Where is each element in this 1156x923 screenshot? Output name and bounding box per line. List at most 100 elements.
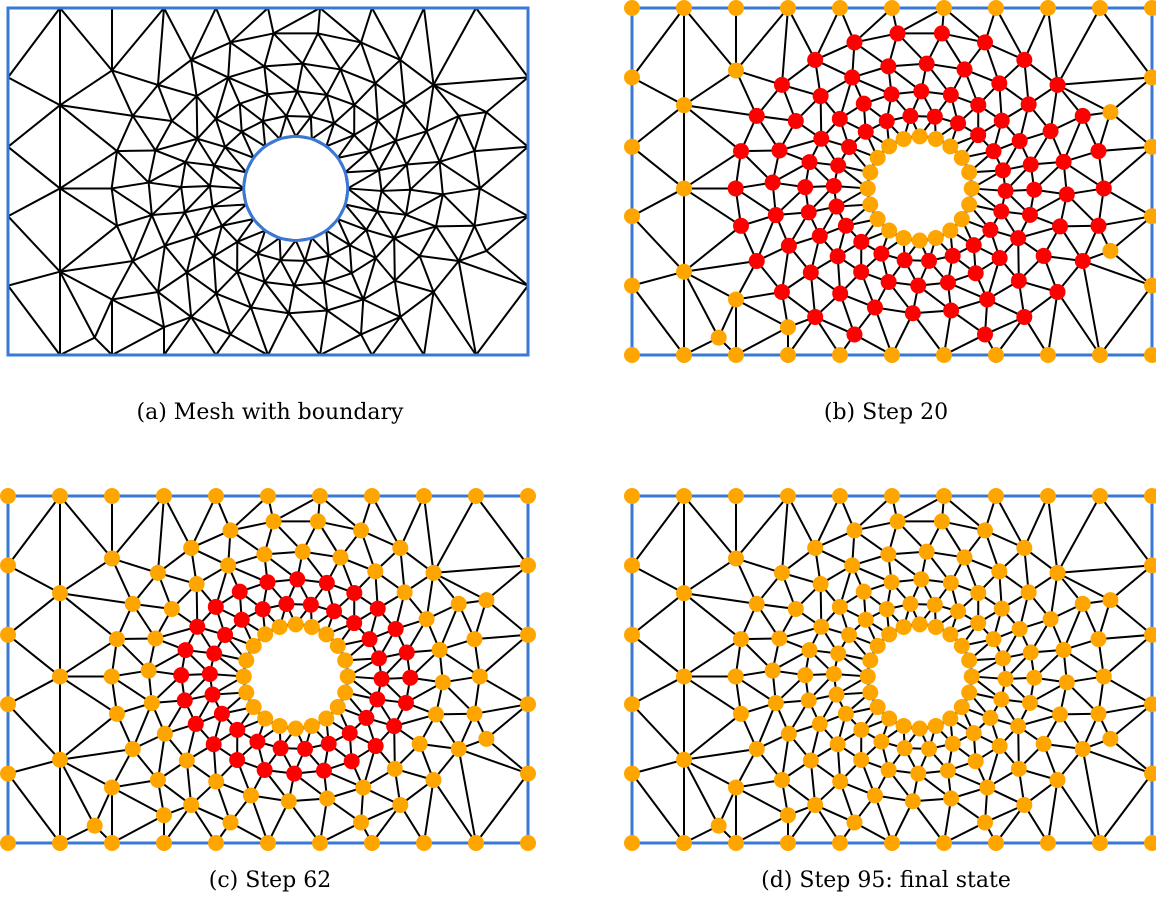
mesh-edge <box>418 225 437 257</box>
mesh-node <box>103 668 120 685</box>
mesh-node <box>812 576 829 593</box>
mesh-node <box>728 488 744 504</box>
mesh-edge <box>475 7 529 78</box>
mesh-node <box>832 773 849 790</box>
mesh-edge <box>197 137 226 148</box>
mesh-node <box>624 69 640 86</box>
mesh-edge <box>111 70 134 117</box>
mesh-edge <box>683 150 742 190</box>
mesh-edge <box>296 63 304 92</box>
mesh-edge <box>432 260 460 293</box>
mesh-node <box>418 611 435 628</box>
mesh-node <box>364 488 380 504</box>
mesh-edge <box>236 240 258 255</box>
mesh-node <box>944 735 961 752</box>
mesh-node <box>728 347 744 363</box>
mesh-node <box>86 817 103 834</box>
mesh-node <box>346 584 363 601</box>
mesh-edge <box>183 185 211 214</box>
mesh-node <box>1092 488 1108 504</box>
mesh-node <box>1144 488 1156 504</box>
mesh-node <box>710 329 727 346</box>
mesh-edge <box>365 210 379 231</box>
mesh-edge <box>236 271 252 308</box>
mesh-node <box>257 626 274 643</box>
mesh-node <box>853 721 870 738</box>
mesh-edge <box>340 68 376 85</box>
mesh-edge <box>190 7 217 61</box>
mesh-node <box>1144 69 1156 86</box>
mesh-edge <box>347 187 382 192</box>
mesh-node <box>235 668 252 685</box>
mesh-edge <box>403 103 428 132</box>
mesh-edge <box>485 564 529 601</box>
mesh-node <box>942 626 959 643</box>
mesh-node <box>1040 0 1056 16</box>
mesh-edge <box>280 259 306 262</box>
mesh-node <box>832 835 848 851</box>
mesh-edge <box>7 270 61 287</box>
mesh-node <box>1052 706 1069 723</box>
mesh-node <box>183 796 200 813</box>
mesh-edge <box>304 237 313 262</box>
mesh-node <box>884 347 900 363</box>
mesh-node <box>963 668 980 685</box>
mesh-node <box>895 717 912 734</box>
mesh-edge <box>683 592 742 640</box>
mesh-edge <box>154 120 173 151</box>
mesh-node <box>1011 620 1028 637</box>
mesh-node <box>624 765 640 782</box>
mesh-edge <box>735 814 789 844</box>
mesh-edge <box>1082 260 1153 287</box>
mesh-edge <box>362 298 401 318</box>
mesh-node <box>259 574 276 591</box>
mesh-node <box>993 600 1010 617</box>
mesh-node <box>1058 674 1075 691</box>
mesh-node <box>52 835 68 851</box>
mesh-edge <box>224 146 255 159</box>
mesh-node <box>773 76 790 93</box>
panel-b <box>624 0 1156 363</box>
mesh-edge <box>423 7 435 86</box>
mesh-edge <box>212 225 223 257</box>
mesh-edge <box>267 7 275 34</box>
mesh-edge <box>347 169 380 190</box>
mesh-edge <box>7 675 61 706</box>
mesh-node <box>0 488 16 504</box>
mesh-node <box>773 283 790 300</box>
mesh-edge <box>111 557 159 574</box>
mesh-edge <box>286 114 311 118</box>
mesh-edge <box>344 203 378 213</box>
mesh-node <box>880 761 897 778</box>
mesh-node <box>927 229 944 246</box>
mesh-edge <box>423 495 435 574</box>
mesh-node <box>1010 718 1027 735</box>
mesh-edge <box>59 592 118 640</box>
mesh-node <box>411 735 428 752</box>
mesh-edge <box>195 235 215 257</box>
mesh-node <box>866 787 883 804</box>
mesh-node <box>780 319 796 336</box>
caption-b: (b) Step 20 <box>823 400 949 425</box>
mesh-edge <box>157 291 192 318</box>
mesh-edge <box>631 215 685 273</box>
mesh-edge <box>409 161 441 191</box>
mesh-node <box>1074 107 1091 124</box>
mesh-node <box>773 771 790 788</box>
mesh-edge <box>209 184 244 190</box>
mesh-node <box>466 631 483 648</box>
mesh-edge <box>631 76 685 107</box>
mesh-edge <box>184 138 199 163</box>
mesh-edge <box>377 103 406 122</box>
mesh-edge <box>287 312 321 356</box>
mesh-edge <box>333 122 355 136</box>
mesh-edge <box>433 76 529 86</box>
mesh-edge <box>111 326 165 356</box>
mesh-edge <box>111 69 159 86</box>
mesh-edge <box>272 32 304 65</box>
mesh-edge <box>874 307 893 356</box>
mesh-node <box>229 721 246 738</box>
mesh-edge <box>376 190 383 212</box>
mesh-node <box>329 699 346 716</box>
mesh-node <box>988 835 1004 851</box>
